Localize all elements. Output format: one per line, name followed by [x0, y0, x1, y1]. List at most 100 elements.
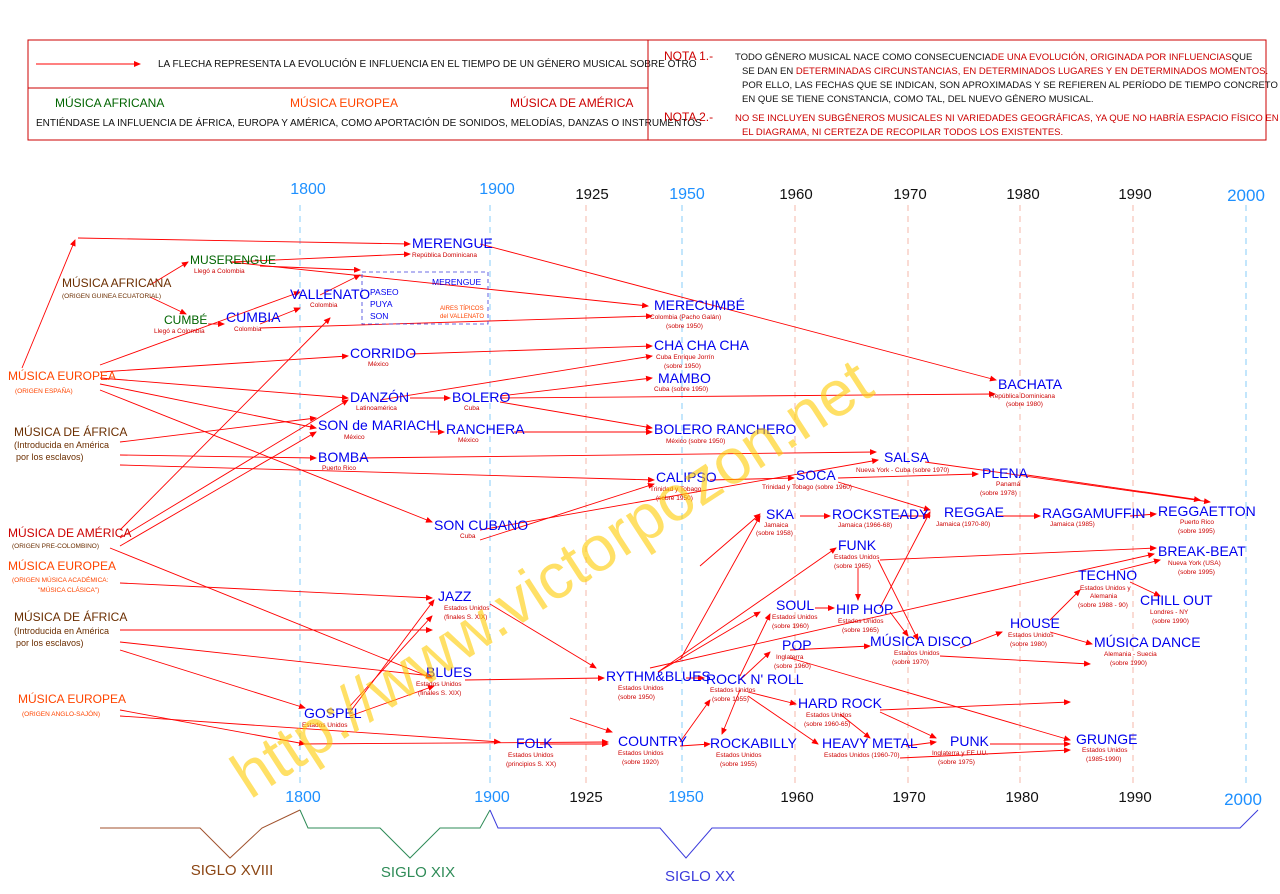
genre-chillout-sub2: (sobre 1990) — [1152, 618, 1189, 625]
genre-grunge-sub: Estados Unidos — [1082, 747, 1128, 754]
century-xix: SIGLO XIX — [381, 864, 455, 881]
nota1-line2: SE DAN EN DETERMINADAS CIRCUNSTANCIAS, E… — [742, 66, 1268, 77]
genre-plena-sub2: (sobre 1978) — [980, 490, 1017, 497]
year-bottom-1950: 1950 — [668, 789, 704, 806]
notes-box — [647, 39, 1267, 141]
genre-dance: MÚSICA DANCE — [1094, 634, 1201, 650]
nota2-line1: NO SE INCLUYEN SUBGÉNEROS MUSICALES NI V… — [735, 113, 1279, 124]
genre-techno-sub3: (sobre 1988 - 90) — [1078, 602, 1128, 609]
genre-muserengue-sub: Llegó a Colombia — [194, 268, 245, 275]
genre-corrido-sub: México — [368, 361, 389, 368]
genre-salsa: SALSA — [884, 449, 930, 465]
genre-house-sub: Estados Unidos — [1008, 632, 1054, 639]
genre-mariachi: SON de MARIACHI — [318, 417, 440, 433]
year-top-1970: 1970 — [893, 186, 926, 203]
genre-folk: FOLK — [516, 735, 553, 751]
origin-america-sub: (ORIGEN PRE-COLOMBINO) — [12, 543, 99, 550]
genre-techno-sub2: Alemania — [1090, 593, 1117, 600]
genre-bomba: BOMBA — [318, 449, 369, 465]
nota1-line4: EN QUE SE TIENE CONSTANCIA, COMO TAL, DE… — [742, 94, 1094, 105]
genre-blues: BLUES — [426, 664, 472, 680]
genre-punk-sub: Inglaterra y EE.UU. — [932, 750, 988, 757]
genre-ranchera: RANCHERA — [446, 421, 525, 437]
year-top-1800: 1800 — [290, 181, 326, 198]
origin-africa2-sub1: (Introducida en América — [14, 626, 109, 636]
genre-merengue-sub: República Dominicana — [412, 252, 477, 259]
year-top-1900: 1900 — [479, 181, 515, 198]
origin-europea1: MÚSICA EUROPEA — [8, 368, 116, 383]
genre-house-sub2: (sobre 1980) — [1010, 641, 1047, 648]
genre-jazz: JAZZ — [438, 588, 472, 604]
year-bottom-1900: 1900 — [474, 789, 510, 806]
genre-bolero-sub: Cuba — [464, 405, 480, 412]
genre-country: COUNTRY — [618, 733, 688, 749]
nota1-line1: TODO GÉNERO MUSICAL NACE COMO CONSECUENC… — [735, 52, 1252, 63]
genre-heavymetal: HEAVY METAL — [822, 735, 918, 751]
genre-reggae: REGGAE — [944, 504, 1004, 520]
genre-rocksteady-sub: Jamaica (1966-68) — [838, 522, 892, 529]
genre-disco-sub: Estados Unidos — [894, 650, 940, 657]
timeline-gridlines — [299, 205, 1247, 785]
year-bottom-1990: 1990 — [1118, 789, 1151, 806]
genre-bachata: BACHATA — [998, 376, 1063, 392]
genre-bachata-sub2: (sobre 1980) — [1006, 401, 1043, 408]
aires-box — [361, 271, 489, 325]
origin-europea2-sub1: (ORIGEN MÚSICA ACADÉMICA: — [12, 575, 109, 584]
genre-soncubano-sub: Cuba — [460, 533, 476, 540]
origin-america: MÚSICA DE AMÉRICA — [8, 525, 131, 540]
genre-cumbia-sub: Colombia — [234, 326, 262, 333]
year-top-1990: 1990 — [1118, 186, 1151, 203]
genre-rockabilly: ROCKABILLY — [710, 735, 798, 751]
genre-jazz-sub: Estados Unidos — [444, 605, 490, 612]
genre-raggamuffin-sub: Jamaica (1985) — [1050, 521, 1095, 528]
genre-house: HOUSE — [1010, 615, 1060, 631]
legend-europea: MÚSICA EUROPEA — [290, 95, 398, 110]
origin-africa2: MÚSICA DE ÁFRICA — [14, 609, 127, 624]
genre-dance-sub: Alemania - Suecia — [1104, 651, 1157, 658]
year-bottom-2000: 2000 — [1224, 790, 1262, 809]
genre-funk-sub2: (sobre 1965) — [834, 563, 871, 570]
genre-disco-sub2: (sobre 1970) — [892, 659, 929, 666]
genre-calipso-sub: Trinidad y Tobago — [650, 486, 702, 493]
genre-rockabilly-sub: Estados Unidos — [716, 752, 762, 759]
origin-africa1-sub1: (Introducida en América — [14, 440, 109, 450]
genre-vallenato: VALLENATO — [290, 286, 370, 302]
genre-soncubano: SON CUBANO — [434, 517, 528, 533]
genre-funk-sub: Estados Unidos — [834, 554, 880, 561]
genre-soul-sub2: (sobre 1960) — [772, 623, 809, 630]
origin-europea2-sub2: "MÚSICA CLÁSICA") — [38, 585, 99, 594]
origin-africa1: MÚSICA DE ÁFRICA — [14, 424, 127, 439]
genre-folk-sub: Estados Unidos — [508, 752, 554, 759]
genre-mariachi-sub: México — [344, 434, 365, 441]
aires-note2: del VALLENATO — [440, 314, 484, 320]
genre-mambo: MAMBO — [658, 370, 711, 386]
years-bottom: 1800 1900 1925 1950 1960 1970 1980 1990 … — [285, 789, 1262, 809]
genre-funk: FUNK — [838, 537, 877, 553]
genre-soca-sub: Trinidad y Tobago (sobre 1960) — [762, 484, 852, 491]
genre-rocksteady: ROCKSTEADY — [832, 506, 929, 522]
genre-salsa-sub: Nueva York - Cuba (sobre 1970) — [856, 467, 949, 474]
genre-chachacha-sub2: (sobre 1950) — [664, 363, 701, 370]
century-xx: SIGLO XX — [665, 868, 735, 885]
aires-merengue: MERENGUE — [432, 277, 481, 287]
origin-europea2: MÚSICA EUROPEA — [8, 558, 116, 573]
genre-rocknroll: ROCK N' ROLL — [706, 671, 804, 687]
year-bottom-1970: 1970 — [892, 789, 925, 806]
genre-rnb-sub2: (sobre 1950) — [618, 694, 655, 701]
genre-rocknroll-sub2: (sobre 1955) — [712, 696, 749, 703]
genre-punk: PUNK — [950, 733, 990, 749]
genre-ska: SKA — [766, 506, 795, 522]
genre-hardrock-sub2: (sobre 1960-65) — [804, 721, 850, 728]
genre-country-sub: Estados Unidos — [618, 750, 664, 757]
origin-europea1-sub: (ORIGEN ESPAÑA) — [15, 386, 73, 395]
genre-raggamuffin: RAGGAMUFFIN — [1042, 505, 1145, 521]
influence-arrows — [21, 237, 1211, 759]
genre-danzon: DANZÓN — [350, 389, 409, 405]
genre-bachata-sub: República Dominicana — [990, 393, 1055, 400]
genre-chillout: CHILL OUT — [1140, 592, 1213, 608]
genre-techno: TECHNO — [1078, 567, 1137, 583]
year-bottom-1925: 1925 — [569, 789, 602, 806]
genre-techno-sub: Estados Unidos y — [1080, 585, 1131, 592]
year-bottom-1800: 1800 — [285, 789, 321, 806]
